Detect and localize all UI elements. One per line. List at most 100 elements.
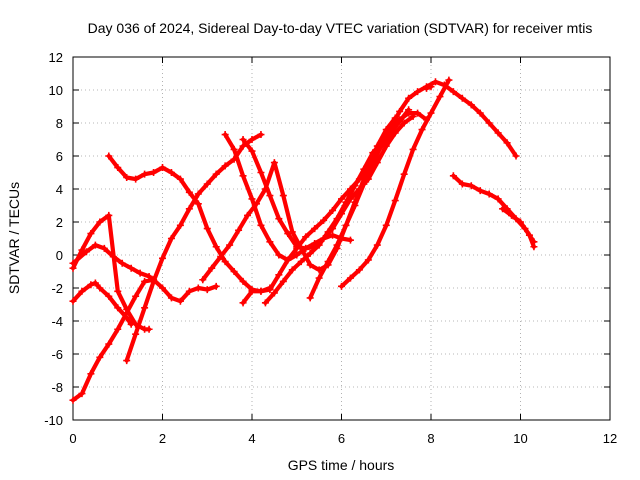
data-point-marker <box>512 152 520 160</box>
data-point-marker <box>476 109 484 117</box>
data-point-marker <box>114 325 122 333</box>
data-point-marker <box>270 159 278 167</box>
data-point-marker <box>248 287 256 295</box>
data-point-marker <box>449 88 457 96</box>
data-point-marker <box>279 277 287 285</box>
data-point-marker <box>159 164 166 172</box>
data-point-marker <box>159 284 166 292</box>
data-point-marker <box>109 253 117 261</box>
data-point-marker <box>342 221 350 229</box>
data-point-marker <box>203 180 211 188</box>
x-tick-label: 10 <box>513 431 527 446</box>
series-track-14 <box>449 172 538 246</box>
data-point-marker <box>275 271 283 279</box>
data-point-marker <box>284 256 292 264</box>
data-point-marker <box>69 396 77 404</box>
data-point-marker <box>123 173 131 181</box>
data-point-marker <box>217 253 225 261</box>
series-line <box>200 107 411 282</box>
data-point-marker <box>212 170 220 178</box>
data-point-marker <box>400 170 408 178</box>
y-tick-label: -8 <box>51 380 63 395</box>
data-point-marker <box>239 172 247 180</box>
x-tick-label: 6 <box>338 431 345 446</box>
data-point-marker <box>431 78 439 86</box>
data-point-marker <box>467 101 475 109</box>
data-point-marker <box>194 200 202 208</box>
data-point-marker <box>69 297 77 305</box>
y-tick-label: 4 <box>56 182 63 197</box>
data-point-marker <box>100 244 108 252</box>
data-point-marker <box>485 190 493 198</box>
data-point-marker <box>458 94 466 102</box>
data-point-marker <box>230 268 238 275</box>
x-tick-label: 2 <box>159 431 166 446</box>
data-point-marker <box>364 256 372 264</box>
data-point-marker <box>118 259 126 267</box>
data-point-marker <box>338 195 345 203</box>
y-tick-label: 6 <box>56 149 63 164</box>
data-point-marker <box>194 190 202 198</box>
x-tick-label: 0 <box>69 431 76 446</box>
series-marker-texture <box>202 109 410 281</box>
data-point-marker <box>499 205 507 213</box>
data-point-marker <box>248 136 256 143</box>
data-point-marker <box>333 241 341 249</box>
data-point-marker <box>136 269 144 277</box>
data-point-marker <box>306 294 314 302</box>
data-point-marker <box>82 248 90 256</box>
data-point-marker <box>333 215 341 223</box>
data-point-marker <box>387 124 395 132</box>
data-point-marker <box>221 258 229 266</box>
data-point-marker <box>405 94 413 102</box>
data-point-marker <box>476 187 484 195</box>
data-point-marker <box>405 109 413 117</box>
data-point-marker <box>293 251 301 259</box>
data-point-marker <box>266 286 274 294</box>
data-point-marker <box>525 231 533 239</box>
y-tick-label: 8 <box>56 116 63 131</box>
data-point-marker <box>302 233 310 241</box>
y-tick-label: 2 <box>56 215 63 230</box>
data-point-marker <box>288 266 296 274</box>
data-point-marker <box>342 198 350 206</box>
data-point-marker <box>78 390 86 398</box>
series-marker-texture <box>502 208 535 248</box>
data-point-marker <box>123 309 131 317</box>
series-marker-texture <box>72 244 155 281</box>
data-point-marker <box>185 287 193 295</box>
data-point-marker <box>414 88 422 96</box>
data-point-marker <box>284 230 292 238</box>
data-point-marker <box>145 325 153 333</box>
series-track-15 <box>499 205 538 251</box>
data-point-marker <box>235 226 243 234</box>
y-tick-label: -4 <box>51 314 63 329</box>
data-point-marker <box>414 109 422 117</box>
data-point-marker <box>176 175 184 183</box>
data-point-marker <box>436 93 444 101</box>
data-point-marker <box>239 142 247 150</box>
data-point-marker <box>257 287 265 295</box>
data-point-marker <box>167 235 175 242</box>
data-point-marker <box>382 142 390 150</box>
data-point-marker <box>427 109 435 117</box>
data-point-marker <box>248 147 256 155</box>
data-point-marker <box>150 277 158 285</box>
data-point-marker <box>382 221 390 229</box>
data-point-marker <box>315 241 323 249</box>
data-point-marker <box>132 175 140 183</box>
data-point-marker <box>409 145 417 153</box>
data-point-marker <box>167 169 175 176</box>
data-point-marker <box>391 129 399 137</box>
y-axis-label: SDTVAR / TECUs <box>6 182 22 294</box>
data-point-marker <box>141 277 149 285</box>
data-point-marker <box>329 231 337 239</box>
series-line <box>500 206 537 249</box>
y-axis-ticks: -10 -8 -6 -4 -2 0 2 4 6 8 10 12 <box>44 50 610 428</box>
data-point-marker <box>141 170 149 178</box>
data-point-marker <box>212 243 220 251</box>
data-point-marker <box>96 218 104 226</box>
data-point-marker <box>266 192 274 200</box>
data-point-marker <box>257 131 265 139</box>
data-point-marker <box>91 279 99 287</box>
